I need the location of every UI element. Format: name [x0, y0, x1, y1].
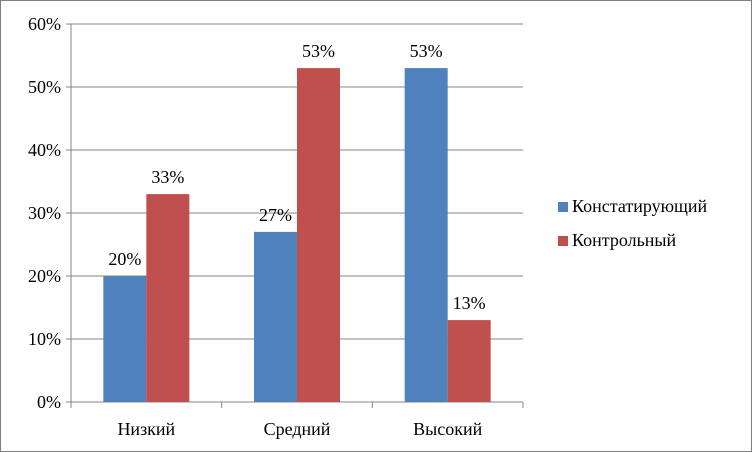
- data-label: 53%: [302, 41, 335, 61]
- bar: [404, 68, 448, 402]
- bar: [297, 68, 340, 402]
- bar: [254, 231, 297, 402]
- x-tick-label: Высокий: [413, 419, 482, 439]
- legend-swatch: [558, 236, 568, 246]
- x-tick-label: Низкий: [117, 419, 175, 439]
- y-tick-label: 60%: [28, 14, 61, 34]
- data-label: 33%: [151, 167, 184, 187]
- legend-swatch: [558, 202, 568, 212]
- y-tick-label: 30%: [28, 203, 61, 223]
- bar: [103, 276, 147, 402]
- y-tick-label: 40%: [28, 140, 61, 160]
- legend-label: Констатирующий: [572, 196, 708, 216]
- y-tick-label: 20%: [28, 266, 61, 286]
- bar: [447, 320, 491, 402]
- x-tick-label: Средний: [264, 419, 331, 439]
- bar: [146, 194, 190, 402]
- legend-label: Контрольный: [572, 230, 677, 250]
- data-label: 27%: [259, 205, 292, 225]
- data-label: 13%: [453, 293, 486, 313]
- y-tick-label: 50%: [28, 77, 61, 97]
- data-label: 20%: [108, 249, 141, 269]
- data-label: 53%: [410, 41, 443, 61]
- y-tick-label: 0%: [37, 392, 61, 412]
- y-tick-label: 10%: [28, 329, 61, 349]
